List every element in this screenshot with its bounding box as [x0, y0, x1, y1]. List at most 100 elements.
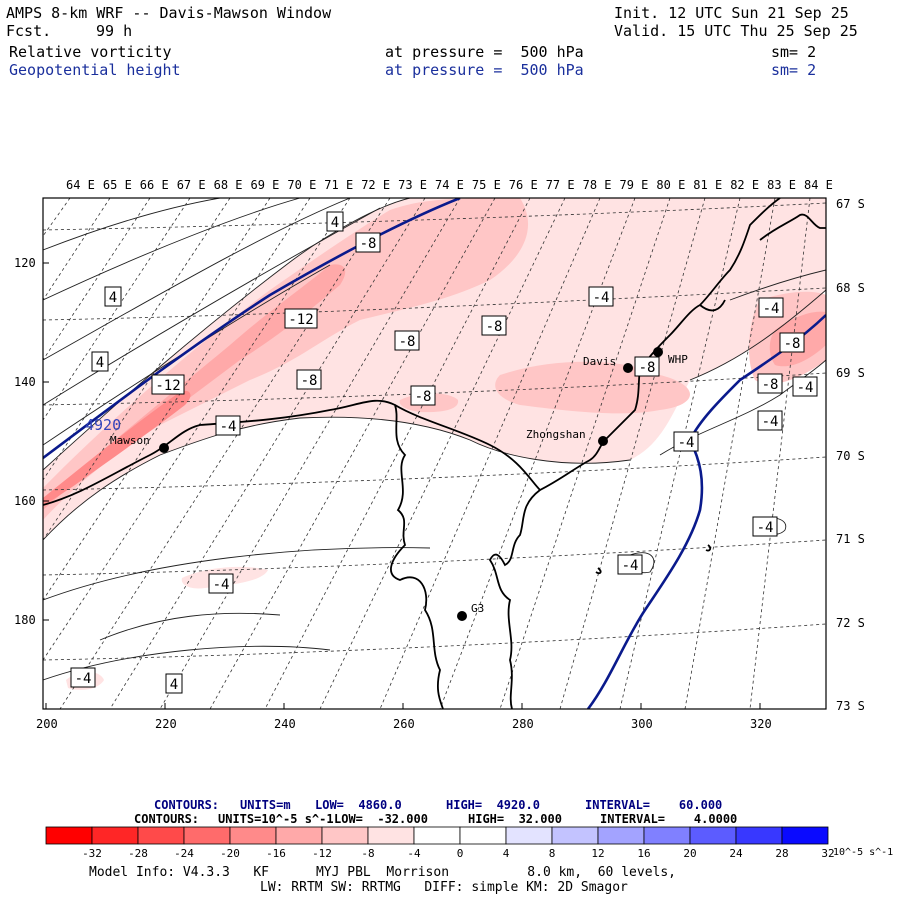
- vorticity-label: -12: [288, 312, 313, 328]
- contour-info-height-high: HIGH= 4920.0: [446, 798, 540, 812]
- station-label-davis: Davis: [583, 355, 616, 368]
- colorbar-segment: [551, 826, 599, 845]
- station-label-zhongshan: Zhongshan: [526, 428, 586, 441]
- lat-label: 72 S: [836, 616, 865, 630]
- vorticity-label-box: [673, 431, 699, 452]
- lon-label: 68 E: [214, 178, 243, 192]
- vorticity-label: -8: [639, 360, 656, 376]
- colorbar-segment: [735, 826, 783, 845]
- vorticity-label: -4: [757, 520, 774, 536]
- vorticity-label: -12: [155, 378, 180, 394]
- lat-label: 73 S: [836, 699, 865, 713]
- y-tick-label: 160: [14, 494, 36, 508]
- y-tick-label: 120: [14, 256, 36, 270]
- longitude-labels: 64 E 65 E 66 E 67 E 68 E 69 E 70 E 71 E 72 E 73 E…: [66, 178, 833, 192]
- y-tick-label: 140: [14, 375, 36, 389]
- colorbar-segment: [689, 826, 737, 845]
- lon-label: 71 E: [324, 178, 353, 192]
- x-tick-label: 320: [750, 717, 772, 731]
- station-markers: Mawson Davis WHP Zhongshan G3: [110, 347, 688, 621]
- vorticity-label: 4: [109, 290, 117, 306]
- station-dot-zhongshan: [598, 436, 608, 446]
- vorticity-label: -8: [486, 319, 503, 335]
- colorbar-segment: [367, 826, 415, 845]
- vorticity-label: -4: [678, 435, 695, 451]
- plot-frame: [42, 197, 827, 710]
- vorticity-label: 4: [96, 355, 104, 371]
- station-dot-g3: [457, 611, 467, 621]
- vorticity-label-box: [757, 410, 783, 431]
- geopotential-height-contours: [43, 198, 826, 709]
- lat-label: 70 S: [836, 449, 865, 463]
- vorticity-label-box: [284, 308, 318, 329]
- vorticity-contours: [43, 198, 826, 681]
- vorticity-label: 4: [170, 677, 178, 693]
- lon-label: 73 E: [398, 178, 427, 192]
- colorbar-segment: [321, 826, 369, 845]
- lon-label: 84 E: [804, 178, 833, 192]
- contour-info-vort-high: HIGH= 32.000: [468, 812, 562, 826]
- vorticity-label-box: [617, 554, 643, 575]
- lon-label: 78 E: [583, 178, 612, 192]
- vorticity-label: -4: [763, 301, 780, 317]
- lat-label: 71 S: [836, 532, 865, 546]
- colorbar-tick-label: -20: [220, 847, 240, 860]
- colorbar-tick-label: 4: [503, 847, 510, 860]
- vorticity-label: -8: [399, 334, 416, 350]
- colorbar-segment: [643, 826, 691, 845]
- vorticity-label-box: [792, 376, 818, 397]
- lon-label: 67 E: [177, 178, 206, 192]
- colorbar-segment: [413, 826, 461, 845]
- contour-info-vort-units: UNITS=10^-5 s^-1: [218, 812, 334, 826]
- colorbar-tick-label: 24: [729, 847, 743, 860]
- vorticity-label: -8: [301, 373, 318, 389]
- vorticity-label-box: [70, 667, 96, 688]
- lon-label: 64 E: [66, 178, 95, 192]
- colorbar-segment: [183, 826, 231, 845]
- lon-label: 75 E: [472, 178, 501, 192]
- colorbar-segment: [505, 826, 553, 845]
- vorticity-label-box: [752, 516, 778, 537]
- colorbar-tick-label: -24: [174, 847, 194, 860]
- vorticity-label-box: [481, 315, 507, 336]
- vorticity-label-box: [208, 573, 234, 594]
- lat-label: 69 S: [836, 366, 865, 380]
- colorbar-tick-label: -16: [266, 847, 286, 860]
- y-axis-ticks: 120 140 160 180: [14, 256, 49, 627]
- station-label-g3: G3: [471, 602, 484, 615]
- map-title: AMPS 8-km WRF -- Davis-Mawson Window: [6, 4, 332, 22]
- lon-label: 83 E: [767, 178, 796, 192]
- meridian-lines: [43, 198, 811, 709]
- colorbar-tick-label: 28: [775, 847, 788, 860]
- vorticity-label: -8: [415, 389, 432, 405]
- lon-label: 77 E: [546, 178, 575, 192]
- lon-label: 76 E: [509, 178, 538, 192]
- lon-label: 82 E: [730, 178, 759, 192]
- colorbar-tick-label: -12: [312, 847, 332, 860]
- field2-level: at pressure = 500 hPa: [385, 61, 584, 79]
- lon-label: 70 E: [287, 178, 316, 192]
- vorticity-label: -4: [75, 671, 92, 687]
- colorbar-segment: [45, 826, 93, 845]
- vorticity-label-box: [151, 374, 185, 395]
- colorbar-tick-label: 20: [683, 847, 696, 860]
- field1-level: at pressure = 500 hPa: [385, 43, 584, 61]
- colorbar-segment: [91, 826, 139, 845]
- vorticity-label: -8: [360, 236, 377, 252]
- station-dot-whp: [653, 347, 663, 357]
- contour-info-vort-interval: INTERVAL= 4.0000: [600, 812, 738, 826]
- init-time: Init. 12 UTC Sun 21 Sep 25: [614, 4, 849, 22]
- vorticity-label-box: [757, 373, 783, 394]
- field2-smoothing: sm= 2: [771, 61, 817, 79]
- vorticity-label: -8: [784, 336, 801, 352]
- colorbar-unit: 10^-5 s^-1: [833, 847, 893, 858]
- lon-label: 66 E: [140, 178, 169, 192]
- vorticity-label-box: [634, 356, 660, 377]
- vorticity-shading: [43, 198, 826, 690]
- station-dot-davis: [623, 363, 633, 373]
- vorticity-label: 4: [331, 215, 339, 231]
- model-info-line2: LW: RRTM SW: RRTMG DIFF: simple KM: 2D S…: [260, 880, 628, 895]
- vorticity-label: -4: [797, 380, 814, 396]
- vorticity-label-box: [394, 330, 420, 351]
- lon-label: 79 E: [620, 178, 649, 192]
